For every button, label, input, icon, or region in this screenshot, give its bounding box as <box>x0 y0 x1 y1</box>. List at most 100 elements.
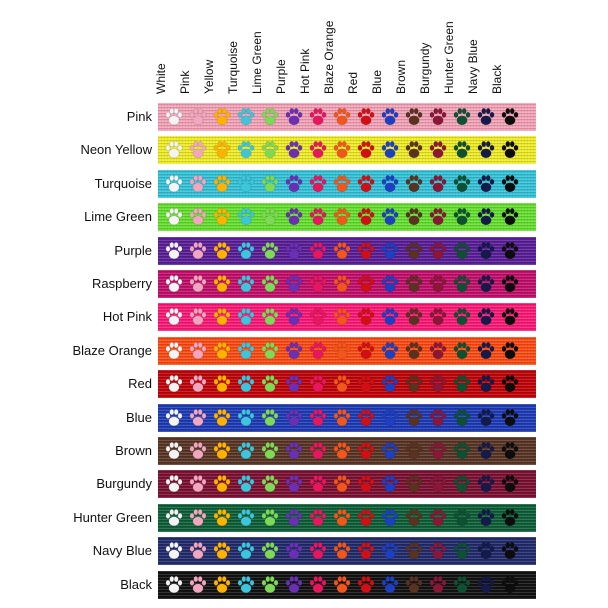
paw-print-icon <box>165 108 183 126</box>
paw-print-icon <box>477 174 495 192</box>
paw-print-icon <box>357 575 375 593</box>
paw-print-icon <box>309 408 327 426</box>
ribbon-blaze-orange <box>158 336 536 365</box>
paw-print-icon <box>477 341 495 359</box>
paw-print-icon <box>333 174 351 192</box>
ribbon-purple <box>158 236 536 265</box>
paw-print-icon <box>405 575 423 593</box>
paw-print-icon <box>189 208 207 226</box>
paw-print-icon <box>357 542 375 560</box>
paw-print-icon <box>213 508 231 526</box>
paw-print-icon <box>261 408 279 426</box>
paw-print-icon <box>453 308 471 326</box>
paw-print-icon <box>285 275 303 293</box>
ribbon-blue <box>158 403 536 432</box>
paw-print-icon <box>285 208 303 226</box>
paw-print-icon <box>453 442 471 460</box>
paw-print-icon <box>333 341 351 359</box>
paw-print-icon <box>309 341 327 359</box>
paw-print-icon <box>453 575 471 593</box>
paw-print-icon <box>309 174 327 192</box>
paw-print-icon <box>453 542 471 560</box>
paw-print-icon <box>237 408 255 426</box>
paw-print-icon <box>165 508 183 526</box>
paw-print-icon <box>453 241 471 259</box>
paw-print-icon <box>453 108 471 126</box>
paw-print-icon <box>501 141 519 159</box>
ribbon-navy-blue <box>158 537 536 566</box>
paw-print-icon <box>261 475 279 493</box>
paw-print-icon <box>405 508 423 526</box>
paw-print-icon <box>165 341 183 359</box>
paw-print-icon <box>285 442 303 460</box>
row-label-navy-blue: Navy Blue <box>92 543 152 559</box>
paw-print-icon <box>477 508 495 526</box>
paw-print-icon <box>357 375 375 393</box>
paw-print-icon <box>381 375 399 393</box>
paw-print-icon <box>213 408 231 426</box>
paw-print-icon <box>189 408 207 426</box>
ribbon-red <box>158 370 536 399</box>
paw-print-icon <box>501 174 519 192</box>
paw-print-icon <box>189 375 207 393</box>
row-label-blue: Blue <box>125 409 152 425</box>
paw-print-icon <box>237 341 255 359</box>
paw-print-icon <box>333 208 351 226</box>
paw-print-icon <box>165 275 183 293</box>
paw-print-icon <box>477 108 495 126</box>
ribbon-brown <box>158 437 536 465</box>
ribbon-lime-green <box>158 203 536 232</box>
paw-print-icon <box>429 341 447 359</box>
paw-print-icon <box>357 108 375 126</box>
paw-print-icon <box>501 508 519 526</box>
paw-print-icon <box>477 208 495 226</box>
column-label-text: Yellow <box>202 59 216 94</box>
column-label-text: Hunter Green <box>442 21 456 94</box>
paw-print-icon <box>429 442 447 460</box>
paw-print-icon <box>429 542 447 560</box>
paw-print-icon <box>357 275 375 293</box>
paw-print-icon <box>213 575 231 593</box>
paw-print-icon <box>453 475 471 493</box>
paw-print-icon <box>165 475 183 493</box>
paw-print-icon <box>453 508 471 526</box>
paw-print-icon <box>501 375 519 393</box>
paw-print-icon <box>189 275 207 293</box>
paw-print-icon <box>333 275 351 293</box>
paw-print-icon <box>285 141 303 159</box>
paw-print-icon <box>261 442 279 460</box>
paw-print-icon <box>213 542 231 560</box>
paw-print-icon <box>429 408 447 426</box>
ribbon-raspberry <box>158 270 536 298</box>
column-label-text: White <box>154 63 168 94</box>
paw-print-icon <box>333 475 351 493</box>
column-label-text: Turquoise <box>226 41 240 94</box>
paw-print-icon <box>501 542 519 560</box>
paw-print-icon <box>357 208 375 226</box>
paw-print-icon <box>405 375 423 393</box>
paw-print-icon <box>477 442 495 460</box>
paw-print-icon <box>189 442 207 460</box>
paw-print-icon <box>501 408 519 426</box>
ribbon-turquoise <box>158 169 536 198</box>
paw-print-icon <box>357 308 375 326</box>
paw-print-icon <box>477 275 495 293</box>
paw-print-icon <box>237 241 255 259</box>
paw-print-icon <box>309 308 327 326</box>
paw-print-icon <box>213 208 231 226</box>
paw-print-icon <box>405 308 423 326</box>
row-label-burgundy: Burgundy <box>96 476 152 492</box>
paw-print-icon <box>213 442 231 460</box>
paw-print-icon <box>261 275 279 293</box>
paw-print-icon <box>381 442 399 460</box>
row-label-neon-yellow: Neon Yellow <box>80 142 152 158</box>
paw-print-icon <box>429 174 447 192</box>
paw-print-icon <box>285 341 303 359</box>
paw-print-icon <box>333 408 351 426</box>
paw-print-icon <box>405 542 423 560</box>
paw-print-icon <box>285 542 303 560</box>
paw-print-icon <box>237 141 255 159</box>
column-label-text: Red <box>346 71 360 94</box>
paw-print-icon <box>333 308 351 326</box>
paw-print-icon <box>381 174 399 192</box>
